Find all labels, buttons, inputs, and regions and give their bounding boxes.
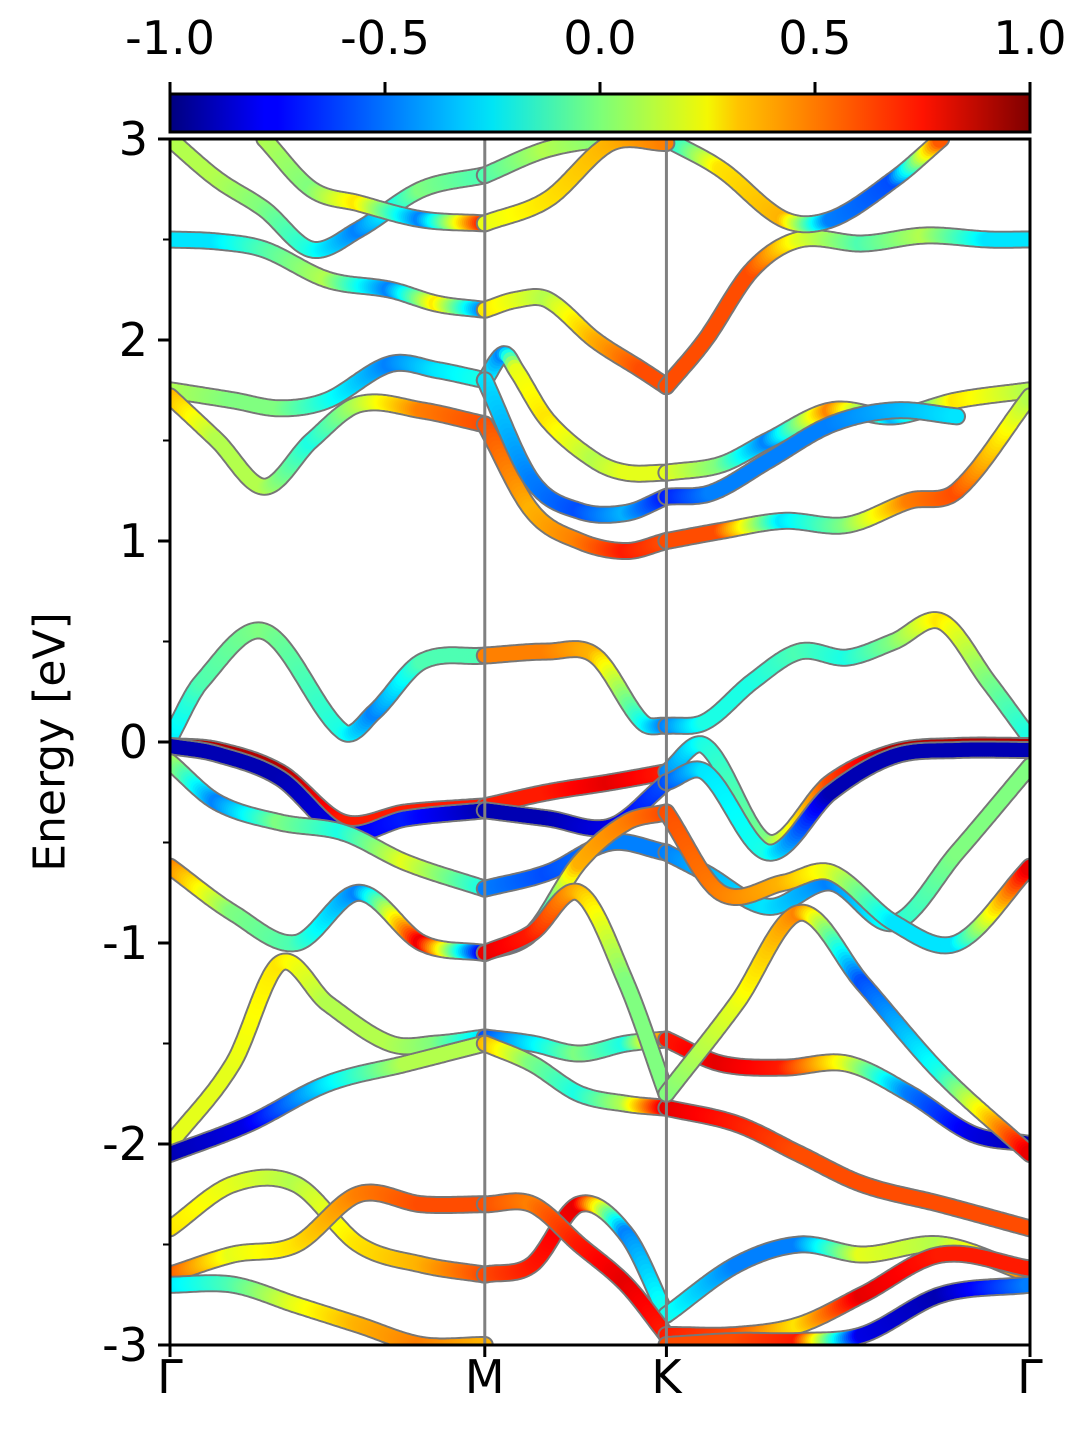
band-line [170,753,494,898]
band-line [170,621,494,747]
band-line [475,640,676,736]
colorbar-tick-label: 1.0 [993,11,1066,65]
band-line [475,288,676,396]
colorbar-tick-label: -0.5 [340,11,430,65]
colorbar-gradient [168,92,1032,134]
band-line [657,401,966,506]
band-line [170,230,494,319]
colorbar-ticks: -1.0 -0.5 0.0 0.5 1.0 [125,11,1067,94]
band-line [170,387,494,496]
band-outline [657,611,1030,747]
colorbar: -1.0 -0.5 0.0 0.5 1.0 [125,11,1067,134]
band-line [657,611,1030,747]
colorbar-tick-label: -1.0 [125,11,215,65]
bands [170,139,1030,1345]
band-line [170,353,494,418]
band-line [475,415,676,560]
colorbar-tick-label: 0.0 [563,11,636,65]
band-line [657,226,1030,396]
colorbar-tick-label: 0.5 [778,11,851,65]
band-line [657,387,1030,550]
